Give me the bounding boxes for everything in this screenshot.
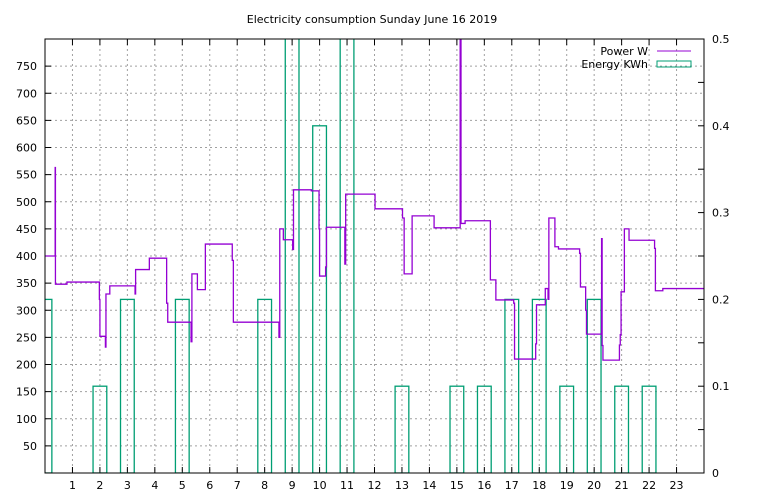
y-tick-label: 700 [16,87,37,100]
y2-tick-label: 0 [712,467,719,480]
y-tick-label: 600 [16,142,37,155]
x-tick-label: 14 [422,479,436,492]
y2-tick-label: 0.4 [712,120,730,133]
y2-tick-label: 0.2 [712,293,730,306]
energy-box [92,385,108,473]
y-tick-label: 650 [16,114,37,127]
x-tick-label: 16 [477,479,491,492]
y-tick-label: 100 [16,413,37,426]
legend-swatch-energy [656,60,692,68]
x-tick-label: 5 [179,479,186,492]
x-tick-label: 8 [261,479,268,492]
y-tick-label: 300 [16,304,37,317]
plot-frame [44,38,705,474]
x-tick-label: 1 [69,479,76,492]
y-tick-label: 550 [16,169,37,182]
energy-box [476,385,492,473]
x-tick-label: 12 [368,479,382,492]
x-tick-label: 11 [340,479,354,492]
energy-box [559,385,575,473]
x-tick-label: 21 [615,479,629,492]
grid [45,39,704,473]
x-tick-label: 7 [234,479,241,492]
x-tick-label: 18 [532,479,546,492]
y-tick-label: 50 [23,440,37,453]
legend-label-power: Power W [600,45,648,58]
x-tick-label: 9 [289,479,296,492]
y2-tick-label: 0.3 [712,207,730,220]
energy-box [641,385,657,473]
energy-box [614,385,630,473]
y-tick-label: 750 [16,60,37,73]
energy-box [531,298,547,473]
x-tick-label: 10 [313,479,327,492]
x-tick-label: 17 [505,479,519,492]
y-tick-label: 450 [16,223,37,236]
x-tick-label: 22 [642,479,656,492]
energy-box [394,385,410,473]
energy-box [119,298,135,473]
y2-tick-label: 0.1 [712,380,730,393]
energy-box [586,298,602,473]
energy-box [312,125,328,473]
y-tick-label: 150 [16,386,37,399]
x-tick-label: 20 [587,479,601,492]
chart-title: Electricity consumption Sunday June 16 2… [247,13,497,26]
energy-box [449,385,465,473]
x-tick-label: 13 [395,479,409,492]
x-tick-label: 2 [96,479,103,492]
x-tick-label: 6 [206,479,213,492]
legend-label-energy: Energy KWh [581,58,648,71]
y-tick-label: 250 [16,331,37,344]
energy-box [257,298,273,473]
x-tick-label: 19 [560,479,574,492]
legend: Power W Energy KWh [581,45,692,71]
y-tick-label: 200 [16,359,37,372]
y-tick-label: 350 [16,277,37,290]
x-tick-label: 15 [450,479,464,492]
x-tick-label: 23 [670,479,684,492]
y2-tick-label: 0.5 [712,33,730,46]
y-tick-label: 400 [16,250,37,263]
x-tick-label: 4 [151,479,158,492]
x-tick-label: 3 [124,479,131,492]
axis-ticks: 1 2 3 4 5 6 7 8 9 10 11 12 13 14 15 16 17 18 19 20 21 22 23501… [16,33,730,492]
energy-box [174,298,190,473]
power-line [45,39,704,361]
y-tick-label: 500 [16,196,37,209]
